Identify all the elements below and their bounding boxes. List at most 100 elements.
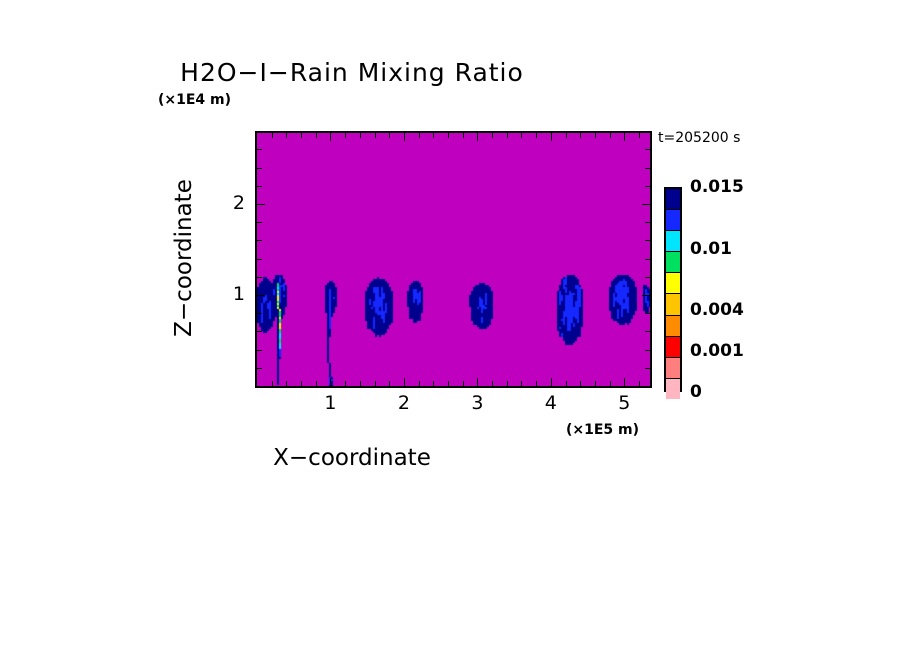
colorbar (664, 187, 682, 399)
x-minor-tick-top (448, 133, 449, 138)
colorbar-segment (666, 356, 680, 378)
y-minor-tick-right (645, 277, 650, 278)
x-minor-tick-top (639, 133, 640, 138)
colorbar-segment (666, 335, 680, 357)
x-minor-tick-top (419, 133, 420, 138)
x-minor-tick (286, 381, 287, 386)
x-minor-tick-top (536, 133, 537, 138)
y-minor-tick (257, 240, 262, 241)
x-minor-tick (301, 381, 302, 386)
y-axis-label: Z−coordinate (171, 179, 197, 337)
x-major-tick-top (624, 133, 625, 141)
x-minor-tick (492, 381, 493, 386)
x-minor-tick-top (301, 133, 302, 138)
x-minor-tick (507, 381, 508, 386)
x-minor-tick-top (360, 133, 361, 138)
x-minor-tick (419, 381, 420, 386)
x-minor-tick-top (463, 133, 464, 138)
x-major-tick-top (404, 133, 405, 141)
x-tick-label: 2 (397, 392, 410, 414)
x-minor-tick-top (507, 133, 508, 138)
y-tick-label: 1 (232, 282, 245, 305)
x-minor-tick-top (595, 133, 596, 138)
y-minor-tick-right (645, 240, 650, 241)
y-minor-tick (257, 368, 262, 369)
y-minor-tick (257, 186, 262, 187)
x-minor-tick-top (566, 133, 567, 138)
y-major-tick (257, 204, 265, 205)
y-axis-unit-label: (×1E4 m) (158, 92, 232, 108)
x-minor-tick-top (345, 133, 346, 138)
x-minor-tick (345, 381, 346, 386)
y-minor-tick-right (645, 149, 650, 150)
y-major-tick-right (642, 295, 650, 296)
x-minor-tick (595, 381, 596, 386)
x-major-tick (330, 378, 331, 386)
x-minor-tick (521, 381, 522, 386)
x-major-tick (477, 378, 478, 386)
colorbar-tick-label: 0 (690, 382, 702, 402)
y-minor-tick-right (645, 259, 650, 260)
x-minor-tick (448, 381, 449, 386)
x-axis-label: X−coordinate (273, 445, 431, 471)
y-major-tick (257, 295, 265, 296)
x-minor-tick-top (610, 133, 611, 138)
x-minor-tick-top (375, 133, 376, 138)
colorbar-segment (666, 293, 680, 315)
x-minor-tick-top (272, 133, 273, 138)
x-minor-tick (536, 381, 537, 386)
x-minor-tick-top (389, 133, 390, 138)
x-minor-tick-top (580, 133, 581, 138)
y-major-tick-right (642, 204, 650, 205)
y-minor-tick (257, 313, 262, 314)
y-minor-tick-right (645, 368, 650, 369)
y-minor-tick-right (645, 186, 650, 187)
x-minor-tick-top (492, 133, 493, 138)
x-minor-tick-top (433, 133, 434, 138)
timestamp-annotation: t=205200 s (658, 130, 741, 146)
heatmap-canvas (257, 133, 650, 386)
colorbar-segment (666, 314, 680, 336)
x-minor-tick (639, 381, 640, 386)
x-major-tick (404, 378, 405, 386)
y-minor-tick (257, 222, 262, 223)
x-major-tick-top (477, 133, 478, 141)
x-minor-tick (375, 381, 376, 386)
y-minor-tick (257, 350, 262, 351)
x-minor-tick (389, 381, 390, 386)
y-minor-tick (257, 149, 262, 150)
x-minor-tick-top (521, 133, 522, 138)
x-minor-tick (580, 381, 581, 386)
colorbar-tick-label: 0.004 (690, 300, 744, 320)
y-minor-tick-right (645, 222, 650, 223)
colorbar-tick-label: 0.001 (690, 341, 744, 361)
chart-title: H2O−I−Rain Mixing Ratio (180, 58, 524, 87)
x-minor-tick-top (286, 133, 287, 138)
y-minor-tick-right (645, 168, 650, 169)
colorbar-segment (666, 251, 680, 273)
y-minor-tick (257, 259, 262, 260)
x-minor-tick-top (316, 133, 317, 138)
x-minor-tick (566, 381, 567, 386)
colorbar-segment (666, 209, 680, 231)
x-tick-label: 4 (544, 392, 557, 414)
x-tick-label: 3 (471, 392, 484, 414)
y-minor-tick-right (645, 350, 650, 351)
x-minor-tick (360, 381, 361, 386)
x-minor-tick (433, 381, 434, 386)
x-minor-tick (463, 381, 464, 386)
y-minor-tick-right (645, 313, 650, 314)
x-tick-label: 5 (618, 392, 631, 414)
colorbar-segment (666, 377, 680, 399)
colorbar-segment (666, 272, 680, 294)
x-axis-unit-label: (×1E5 m) (566, 422, 640, 438)
y-minor-tick (257, 168, 262, 169)
colorbar-segment (666, 189, 680, 210)
x-minor-tick (316, 381, 317, 386)
y-minor-tick (257, 331, 262, 332)
x-major-tick-top (330, 133, 331, 141)
x-minor-tick (272, 381, 273, 386)
y-tick-label: 2 (232, 191, 245, 214)
x-minor-tick (610, 381, 611, 386)
x-major-tick (624, 378, 625, 386)
